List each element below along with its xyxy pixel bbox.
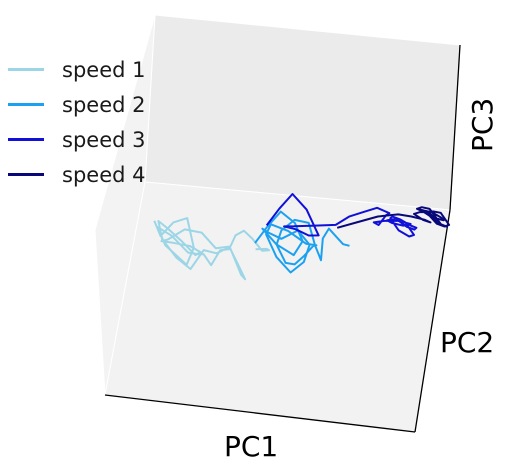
axis-lines: [104, 44, 461, 433]
legend-label: speed 2: [62, 92, 146, 117]
x-axis-label: PC1: [224, 430, 279, 463]
series-line-speed-3: [265, 193, 418, 238]
series-line-speed-1: [153, 217, 271, 281]
axes-panes: [94, 14, 461, 433]
pc3-axis-line: [449, 44, 461, 211]
legend-swatch: [8, 68, 44, 71]
legend-label: speed 3: [62, 127, 146, 152]
pc1-axis-line: [104, 394, 416, 433]
series-line-speed-2: [254, 210, 350, 274]
legend-item-speed-4: speed 4: [8, 157, 145, 192]
series-line-speed-4: [336, 206, 451, 229]
legend-item-speed-1: speed 1: [8, 52, 145, 87]
back-wall-pane: [144, 14, 461, 211]
legend-label: speed 1: [62, 57, 146, 82]
legend-item-speed-2: speed 2: [8, 87, 145, 122]
pc2-axis-line: [414, 209, 451, 433]
legend-item-speed-3: speed 3: [8, 122, 145, 157]
y-axis-label: PC2: [440, 326, 495, 359]
legend-swatch: [8, 173, 44, 176]
legend-swatch: [8, 138, 44, 141]
z-axis-label: PC3: [466, 97, 499, 152]
legend-swatch: [8, 103, 44, 106]
legend: speed 1 speed 2 speed 3 speed 4: [8, 52, 145, 192]
trajectory-lines: [153, 193, 451, 281]
legend-label: speed 4: [62, 162, 146, 187]
